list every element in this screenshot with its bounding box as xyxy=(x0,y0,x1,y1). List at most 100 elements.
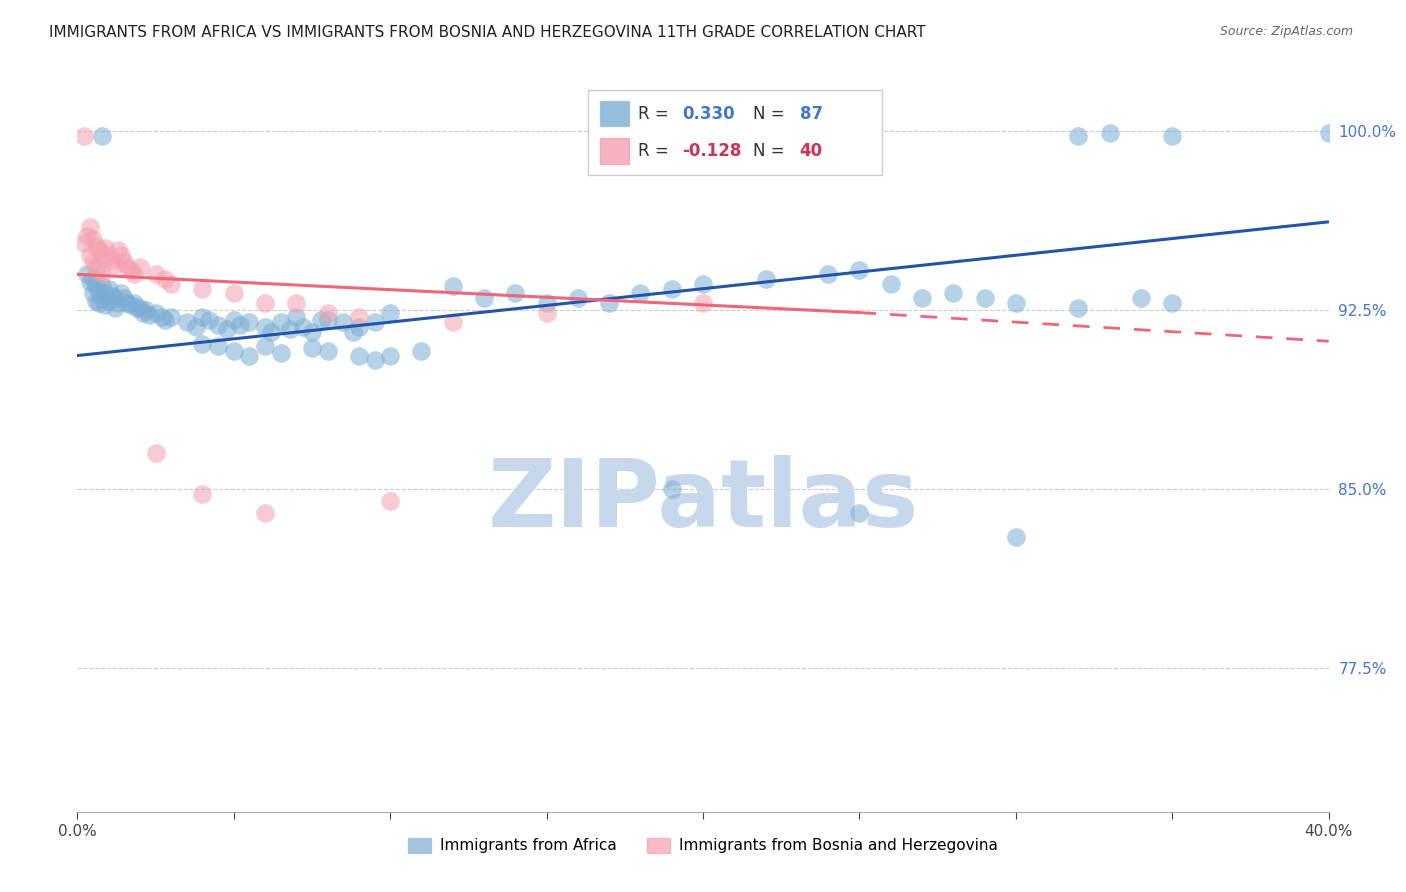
Point xyxy=(1098,127,1121,141)
Point xyxy=(122,268,145,282)
Point xyxy=(76,229,98,244)
Point xyxy=(91,128,114,143)
Point xyxy=(153,312,176,326)
Point xyxy=(311,312,333,326)
Point xyxy=(380,305,402,319)
Point xyxy=(222,312,245,326)
Point xyxy=(82,231,104,245)
Point xyxy=(222,286,245,301)
Point xyxy=(363,353,385,368)
Point xyxy=(1130,291,1153,305)
Point xyxy=(301,342,323,356)
Point xyxy=(238,315,260,329)
Point xyxy=(253,339,276,353)
Point xyxy=(342,325,364,339)
Point xyxy=(441,279,464,293)
Point xyxy=(363,315,385,329)
Point xyxy=(630,286,652,301)
Text: Source: ZipAtlas.com: Source: ZipAtlas.com xyxy=(1219,25,1353,38)
Point xyxy=(153,272,176,286)
Point xyxy=(120,262,142,277)
Point xyxy=(347,310,370,325)
Point xyxy=(84,238,107,252)
Point xyxy=(125,301,148,315)
Point xyxy=(817,268,839,282)
Point xyxy=(145,446,167,460)
Point xyxy=(97,293,120,308)
Point xyxy=(191,487,214,501)
Point xyxy=(176,315,198,329)
Point xyxy=(880,277,903,291)
Point xyxy=(97,248,120,262)
Point xyxy=(150,310,173,325)
Point xyxy=(112,255,135,269)
Point xyxy=(94,241,117,255)
Point xyxy=(117,260,139,275)
Point xyxy=(347,349,370,363)
Point xyxy=(72,128,94,143)
Point xyxy=(1067,128,1090,143)
Point xyxy=(135,303,157,318)
Point xyxy=(332,315,354,329)
Point xyxy=(291,319,314,334)
Point xyxy=(238,349,260,363)
Point xyxy=(207,339,229,353)
Point xyxy=(253,296,276,310)
Point xyxy=(380,349,402,363)
Text: IMMIGRANTS FROM AFRICA VS IMMIGRANTS FROM BOSNIA AND HERZEGOVINA 11TH GRADE CORR: IMMIGRANTS FROM AFRICA VS IMMIGRANTS FRO… xyxy=(49,25,925,40)
Point xyxy=(1067,301,1090,315)
Point xyxy=(72,236,94,251)
Point xyxy=(191,336,214,351)
Point xyxy=(89,262,111,277)
Point xyxy=(91,248,114,262)
Point xyxy=(79,275,101,289)
Point xyxy=(112,291,135,305)
Point xyxy=(129,301,152,315)
Point xyxy=(848,128,870,143)
Point xyxy=(754,272,776,286)
Point xyxy=(91,268,114,282)
Point xyxy=(347,319,370,334)
Text: ZIPatlas: ZIPatlas xyxy=(488,455,918,547)
Point xyxy=(186,319,208,334)
Point xyxy=(94,298,117,312)
Point xyxy=(89,284,111,298)
Point xyxy=(316,312,339,326)
Point xyxy=(229,318,252,332)
Point xyxy=(104,291,127,305)
Point xyxy=(84,279,107,293)
Point xyxy=(285,296,308,310)
Point xyxy=(94,286,117,301)
Point xyxy=(301,325,323,339)
Point xyxy=(91,279,114,293)
Point xyxy=(278,322,301,336)
Point xyxy=(661,282,683,296)
Point xyxy=(536,296,558,310)
Point xyxy=(107,296,129,310)
Point xyxy=(76,268,98,282)
Point xyxy=(207,318,229,332)
Point xyxy=(89,296,111,310)
Point xyxy=(91,291,114,305)
Point xyxy=(82,286,104,301)
Point xyxy=(145,305,167,319)
Point xyxy=(104,301,127,315)
Point xyxy=(191,310,214,325)
Point xyxy=(380,494,402,508)
Point xyxy=(82,272,104,286)
Point xyxy=(253,319,276,334)
Point xyxy=(222,343,245,358)
Point xyxy=(848,506,870,520)
Point xyxy=(97,282,120,296)
Point xyxy=(1004,296,1026,310)
Point xyxy=(1317,127,1340,141)
Point xyxy=(973,291,995,305)
Point xyxy=(441,315,464,329)
Point xyxy=(1004,530,1026,544)
Point xyxy=(79,219,101,234)
Point xyxy=(110,286,132,301)
Point xyxy=(107,244,129,258)
Point xyxy=(129,260,152,275)
Point xyxy=(316,343,339,358)
Point xyxy=(567,291,589,305)
